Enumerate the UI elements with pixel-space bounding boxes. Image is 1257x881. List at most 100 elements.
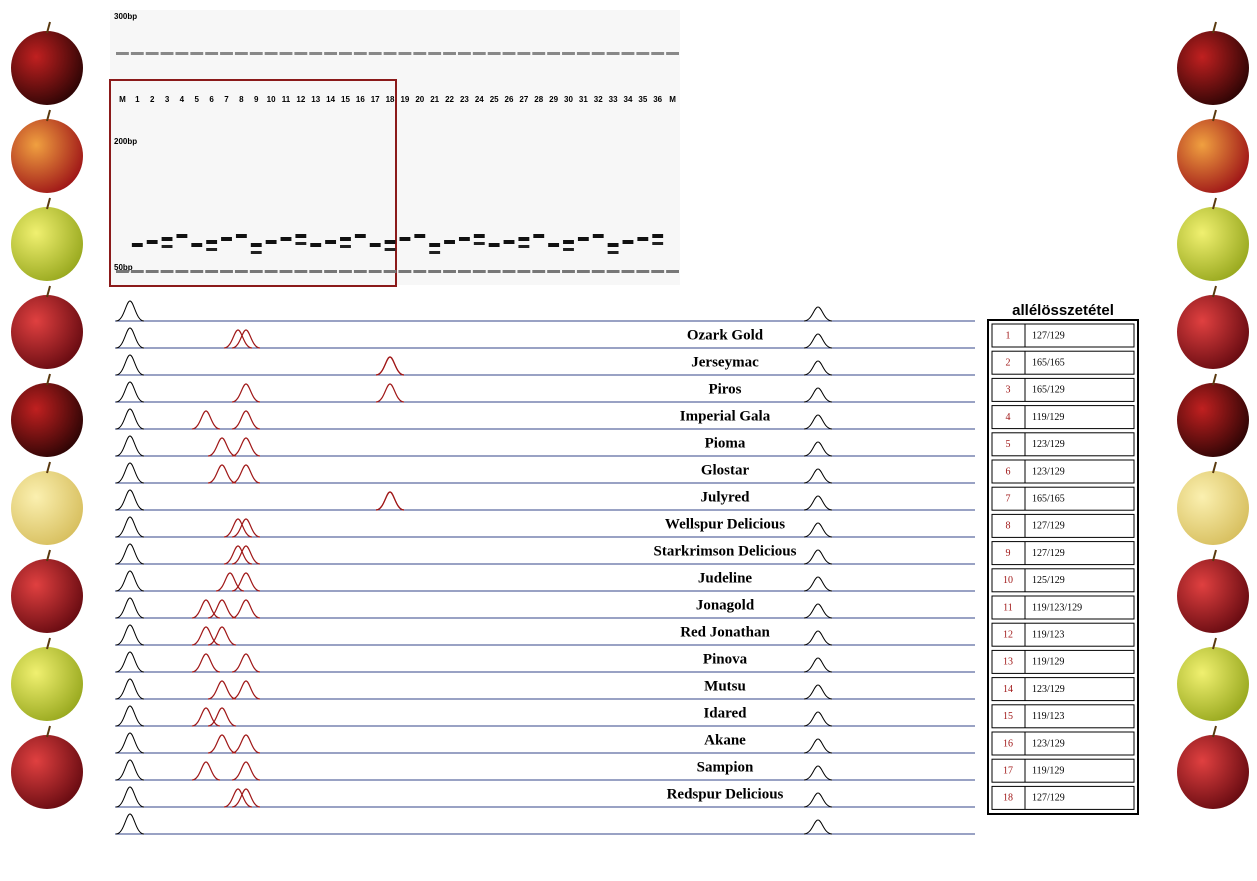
- row-number: 13: [1003, 657, 1013, 668]
- ladder-peak: [804, 469, 832, 483]
- apple: [11, 119, 83, 193]
- gel-band: [340, 237, 351, 241]
- ladder-peak: [116, 625, 144, 645]
- ladder-peak: [804, 631, 832, 645]
- lane-label: 28: [534, 95, 543, 104]
- gel-band: [458, 270, 471, 273]
- gel-band: [473, 270, 486, 273]
- ladder-peak: [116, 760, 144, 780]
- allele-peak: [192, 654, 220, 672]
- table-header: allélösszetétel: [1012, 302, 1114, 319]
- apple: [1177, 119, 1249, 193]
- variety-name: Starkrimson Delicious: [654, 543, 797, 559]
- row-number: 18: [1003, 793, 1013, 804]
- gel-band: [324, 52, 337, 55]
- allele-peak: [232, 681, 260, 699]
- figure-svg: 300bp 200bp 50bp allélösszetétel M123456…: [0, 0, 1257, 881]
- gel-band: [428, 270, 441, 273]
- gel-band: [413, 270, 426, 273]
- gel-band: [608, 243, 619, 247]
- gel-band: [206, 248, 217, 251]
- gel-band: [636, 52, 649, 55]
- gel-band: [295, 234, 306, 238]
- gel-band: [175, 270, 188, 273]
- gel-band: [280, 270, 293, 273]
- gel-band: [637, 237, 648, 241]
- lane-label: 2: [150, 95, 155, 104]
- ladder-peak: [116, 355, 144, 375]
- row-number: 6: [1006, 466, 1011, 477]
- lane-label: 29: [549, 95, 558, 104]
- gel-band: [547, 270, 560, 273]
- allele-peak: [224, 519, 252, 537]
- gel-band: [369, 270, 382, 273]
- allele-peak: [192, 762, 220, 780]
- gel-band: [443, 270, 456, 273]
- gel-band: [220, 52, 233, 55]
- ladder-peak: [804, 577, 832, 591]
- gel-band: [517, 52, 530, 55]
- apple: [11, 31, 83, 105]
- lane-label: 26: [505, 95, 514, 104]
- gel-band: [428, 52, 441, 55]
- gel-band: [146, 52, 159, 55]
- apple: [1177, 647, 1249, 721]
- row-number: 11: [1003, 602, 1013, 613]
- ladder-peak: [804, 307, 832, 321]
- allele-peak: [232, 411, 260, 429]
- apple: [1177, 207, 1249, 281]
- gel-band: [592, 270, 605, 273]
- gel-band: [162, 245, 173, 248]
- apple: [1177, 31, 1249, 105]
- allele-composition: 119/123/129: [1032, 602, 1082, 613]
- allele-composition: 123/129: [1032, 738, 1065, 749]
- apple: [11, 559, 83, 633]
- row-number: 3: [1006, 385, 1011, 396]
- gel-band: [652, 242, 663, 245]
- ladder-peak: [116, 787, 144, 807]
- allele-peak: [224, 330, 252, 348]
- gel-band: [265, 270, 278, 273]
- ladder-peak: [116, 544, 144, 564]
- ladder-peak: [804, 739, 832, 753]
- lane-label: 19: [400, 95, 409, 104]
- gel-band: [220, 270, 233, 273]
- apple: [11, 471, 83, 545]
- gel-band: [473, 52, 486, 55]
- lane-label: 8: [239, 95, 244, 104]
- gel-band: [324, 270, 337, 273]
- ladder-peak: [804, 523, 832, 537]
- gel-band: [503, 52, 516, 55]
- gel-band: [429, 243, 440, 247]
- gel-band: [236, 234, 247, 238]
- lane-label: 24: [475, 95, 484, 104]
- row-number: 7: [1006, 493, 1011, 504]
- ladder-peak: [116, 679, 144, 699]
- gel-band: [385, 240, 396, 244]
- ladder-peak: [116, 517, 144, 537]
- apple: [11, 295, 83, 369]
- variety-name: Imperial Gala: [680, 408, 771, 424]
- gel-band: [250, 270, 263, 273]
- allele-composition: 165/129: [1032, 385, 1065, 396]
- apple: [1177, 735, 1249, 809]
- figure: 300bp 200bp 50bp allélösszetétel M123456…: [0, 0, 1257, 881]
- allele-composition: 165/165: [1032, 357, 1065, 368]
- ladder-peak: [116, 382, 144, 402]
- ladder-peak: [804, 820, 832, 834]
- lane-label: M: [119, 95, 126, 104]
- gel-band: [651, 270, 664, 273]
- gel-band: [235, 52, 248, 55]
- ladder-peak: [804, 496, 832, 510]
- gel-band: [265, 52, 278, 55]
- ladder-peak: [804, 604, 832, 618]
- ladder-peak: [804, 442, 832, 456]
- lane-label: 4: [180, 95, 185, 104]
- gel-size-label: 200bp: [114, 137, 137, 146]
- gel-band: [132, 243, 143, 247]
- gel-band: [518, 237, 529, 241]
- lane-label: 15: [341, 95, 350, 104]
- allele-composition: 127/129: [1032, 521, 1065, 532]
- allele-peak: [208, 438, 236, 456]
- allele-peak: [232, 384, 260, 402]
